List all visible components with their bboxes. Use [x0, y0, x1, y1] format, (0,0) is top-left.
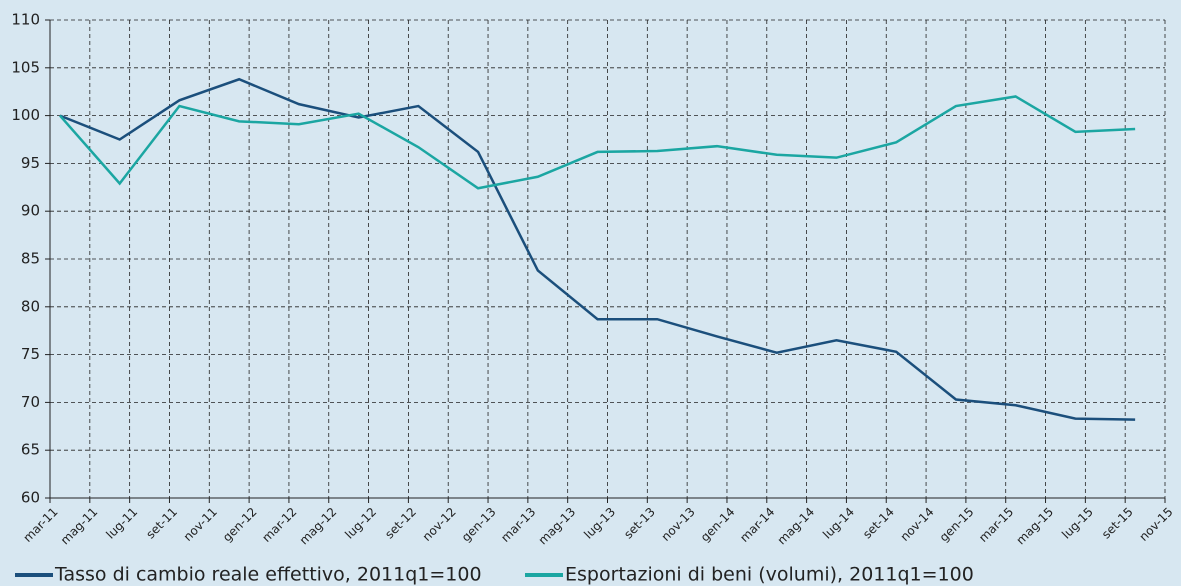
x-tick-label: lug-13 — [581, 505, 618, 542]
x-tick-label: mar-13 — [498, 505, 538, 545]
x-tick-label: lug-11 — [103, 505, 140, 542]
x-tick-label: set-13 — [621, 505, 658, 542]
x-tick-label: gen-15 — [937, 505, 977, 545]
x-tick-label: lug-14 — [820, 505, 857, 542]
x-tick-label: nov-13 — [659, 505, 698, 544]
x-tick-label: mag-12 — [297, 505, 340, 548]
x-tick-label: gen-12 — [220, 505, 260, 545]
y-tick-label: 85 — [21, 250, 40, 268]
x-tick-label: set-15 — [1099, 505, 1136, 542]
y-tick-label: 60 — [21, 489, 40, 507]
x-tick-label: mar-11 — [20, 505, 60, 545]
x-tick-label: mag-15 — [1014, 505, 1057, 548]
x-tick-label: mag-14 — [775, 505, 818, 548]
y-tick-label: 90 — [21, 202, 40, 220]
x-tick-label: gen-14 — [698, 505, 738, 545]
y-tick-label: 70 — [21, 393, 40, 411]
x-tick-label: gen-13 — [459, 505, 499, 545]
series-line — [59, 77, 1136, 421]
series-line — [59, 95, 1136, 190]
x-tick-label: nov-14 — [898, 505, 937, 544]
x-tick-label: mar-15 — [976, 505, 1016, 545]
y-tick-label: 105 — [11, 58, 40, 76]
x-tick-label: mag-13 — [536, 505, 579, 548]
x-tick-label: nov-11 — [181, 505, 220, 544]
y-tick-label: 75 — [21, 345, 40, 363]
y-tick-label: 95 — [21, 154, 40, 172]
x-tick-label: mar-14 — [737, 505, 777, 545]
y-tick-label: 80 — [21, 297, 40, 315]
legend-label: Tasso di cambio reale effettivo, 2011q1=… — [54, 564, 482, 586]
y-tick-label: 65 — [21, 441, 40, 459]
legend-label: Esportazioni di beni (volumi), 2011q1=10… — [565, 564, 974, 586]
x-tick-label: nov-12 — [420, 505, 459, 544]
x-tick-label: set-14 — [860, 505, 897, 542]
x-tick-label: mar-12 — [259, 505, 299, 545]
x-tick-label: lug-12 — [342, 505, 379, 542]
x-tick-label: mag-11 — [58, 505, 101, 548]
x-tick-label: lug-15 — [1059, 505, 1096, 542]
x-tick-label: set-11 — [143, 505, 180, 542]
x-tick-label: set-12 — [382, 505, 419, 542]
y-tick-label: 100 — [11, 106, 40, 124]
y-tick-label: 110 — [11, 11, 40, 29]
x-tick-label: nov-15 — [1136, 505, 1175, 544]
